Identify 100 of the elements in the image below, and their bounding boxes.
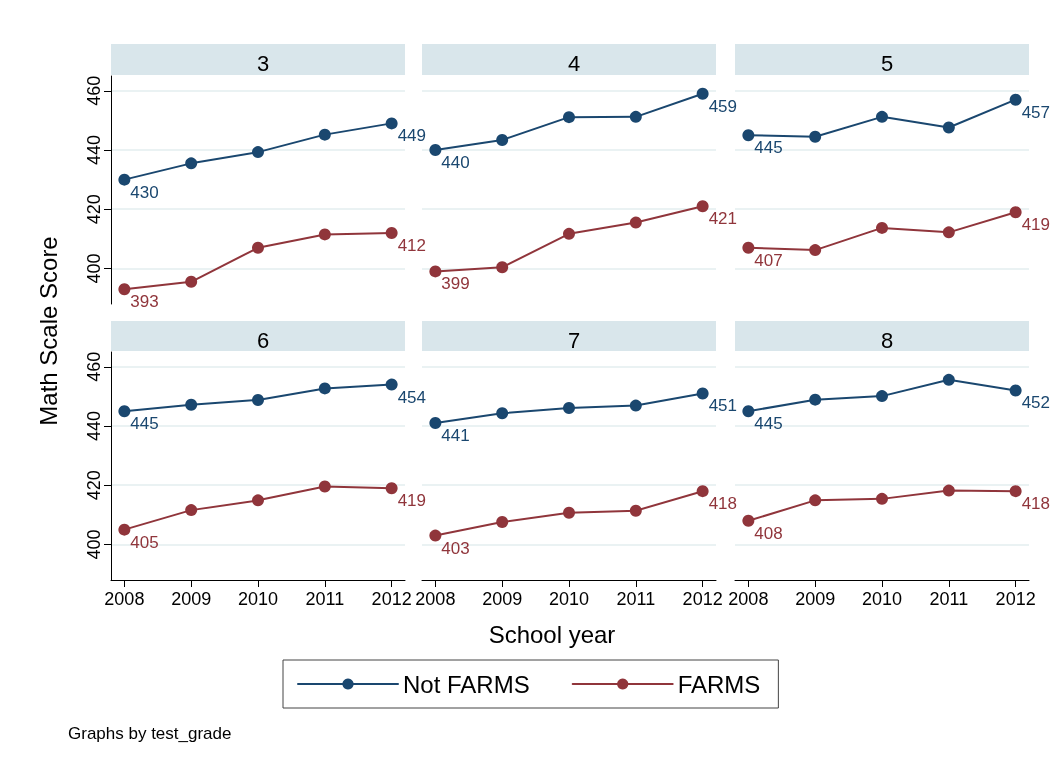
point	[429, 144, 442, 157]
y-tick-label: 420	[84, 470, 104, 501]
data-label: 454	[397, 387, 427, 407]
point	[742, 405, 755, 418]
legend-label: FARMS	[677, 670, 761, 698]
point	[563, 111, 575, 124]
y-tick-label: 440	[84, 135, 104, 166]
y-tick-label: 460	[84, 75, 104, 106]
point	[118, 283, 131, 296]
point	[1009, 485, 1022, 498]
data-label: 412	[397, 235, 427, 255]
point	[118, 173, 131, 186]
point	[429, 265, 442, 278]
point	[385, 482, 398, 495]
x-tick-label: 2009	[482, 589, 523, 609]
y-tick-label: 420	[84, 194, 104, 225]
point	[252, 146, 264, 159]
y-tick-label: 440	[84, 411, 104, 442]
data-label: 407	[754, 250, 783, 270]
point	[629, 110, 642, 123]
point	[809, 130, 822, 143]
x-tick-label: 2012	[371, 589, 412, 609]
chart-title: 3	[256, 50, 270, 76]
point	[876, 492, 888, 505]
point	[185, 157, 198, 170]
x-tick-label: 2012	[682, 589, 723, 609]
data-label: 419	[397, 491, 427, 511]
data-label: 441	[441, 426, 470, 446]
point	[318, 128, 331, 141]
point	[742, 241, 755, 254]
y-tick-label: 400	[84, 529, 104, 560]
point	[496, 407, 509, 420]
point	[629, 399, 642, 412]
data-label: 451	[708, 396, 738, 416]
x-tick-label: 2010	[548, 589, 590, 609]
x-axis-title: School year	[488, 620, 616, 648]
x-tick-label: 2011	[616, 589, 656, 609]
data-label: 445	[754, 414, 783, 434]
x-tick-label: 2010	[861, 589, 903, 609]
point	[429, 529, 442, 542]
point	[563, 227, 575, 240]
point	[318, 228, 331, 241]
data-label: 418	[708, 494, 738, 514]
data-label: 393	[130, 292, 159, 312]
data-label: 445	[130, 414, 159, 434]
x-tick-label: 2012	[995, 589, 1036, 609]
point	[429, 417, 442, 430]
x-tick-label: 2009	[171, 589, 212, 609]
point	[809, 393, 822, 406]
point	[696, 200, 709, 213]
point	[496, 133, 509, 146]
point	[118, 523, 131, 536]
point	[809, 244, 822, 257]
x-tick-label: 2009	[795, 589, 836, 609]
point	[1009, 206, 1022, 219]
point	[696, 485, 709, 498]
point	[385, 378, 398, 391]
point	[809, 494, 822, 507]
y-axis-title: Math Scale Score	[34, 236, 62, 426]
point	[252, 393, 264, 406]
data-label: 457	[1021, 102, 1051, 122]
chart-title: 6	[256, 327, 270, 353]
data-label: 419	[1021, 215, 1051, 235]
point	[942, 484, 955, 497]
point	[496, 261, 509, 274]
data-label: 449	[397, 126, 427, 146]
data-label: 418	[1021, 494, 1051, 514]
point	[185, 504, 198, 517]
data-label: 440	[441, 153, 470, 173]
point	[563, 506, 575, 519]
point	[696, 387, 709, 400]
point	[385, 117, 398, 130]
point	[942, 121, 955, 134]
data-label: 405	[130, 532, 159, 552]
data-label: 430	[130, 182, 159, 202]
point	[742, 514, 755, 527]
chart-title: 4	[567, 50, 581, 76]
point	[942, 373, 955, 386]
point	[1009, 384, 1022, 397]
legend-label: Not FARMS	[403, 670, 530, 698]
point	[696, 87, 709, 100]
point	[496, 515, 509, 528]
point	[118, 405, 131, 418]
x-tick-label: 2008	[104, 589, 145, 609]
data-label: 399	[441, 274, 470, 294]
point	[185, 275, 198, 288]
y-tick-label: 400	[84, 253, 104, 284]
point	[185, 398, 198, 411]
point	[876, 390, 888, 403]
y-tick-label: 460	[84, 351, 104, 382]
point	[318, 480, 331, 493]
chart-title: 8	[880, 327, 894, 353]
point	[942, 226, 955, 239]
x-tick-label: 2008	[415, 589, 456, 609]
point	[1009, 93, 1022, 106]
data-label: 452	[1021, 393, 1051, 413]
point	[629, 216, 642, 229]
point	[563, 401, 575, 414]
data-label: 445	[754, 138, 783, 158]
chart-title: 7	[567, 327, 581, 353]
